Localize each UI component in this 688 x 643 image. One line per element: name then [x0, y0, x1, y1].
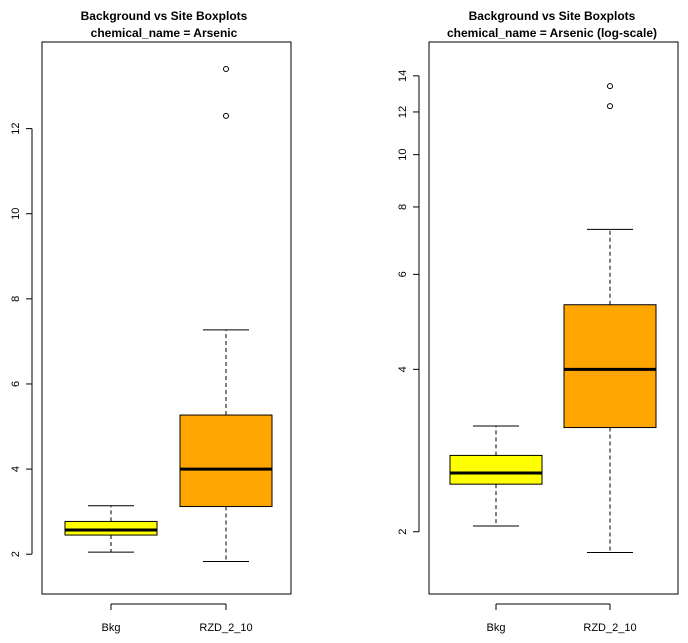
box-iqr [563, 304, 657, 429]
box-iqr [449, 454, 543, 485]
x-category-label: RZD_2_10 [199, 622, 252, 634]
y-tick-label: 10 [10, 208, 22, 220]
y-tick-label: 2 [397, 529, 409, 535]
log-boxplot-panel: Background vs Site Boxplots chemical_nam… [397, 9, 679, 634]
outlier-point [607, 83, 613, 90]
outlier-point [223, 112, 229, 119]
box-bkg [64, 505, 158, 553]
box-rzd-2-10 [179, 66, 273, 562]
x-category-label: RZD_2_10 [583, 622, 636, 634]
box-iqr [64, 520, 158, 536]
y-tick-label: 8 [10, 296, 22, 302]
y-tick-label: 4 [10, 466, 22, 472]
box-iqr [179, 414, 273, 508]
y-tick-label: 6 [397, 271, 409, 277]
y-tick-label: 12 [397, 106, 409, 118]
linear-boxplot-panel: Background vs Site Boxplots chemical_nam… [10, 9, 292, 634]
chart-subtitle: chemical_name = Arsenic [91, 26, 238, 40]
outlier-point [223, 66, 229, 73]
y-tick-label: 2 [10, 551, 22, 557]
chart-title: Background vs Site Boxplots [81, 9, 248, 23]
plot-frame [41, 41, 292, 595]
plot-frame [428, 41, 679, 595]
x-category-label: Bkg [102, 622, 121, 634]
chart-title: Background vs Site Boxplots [469, 9, 636, 23]
y-tick-label: 10 [397, 149, 409, 161]
outlier-point [607, 103, 613, 110]
y-tick-label: 12 [10, 122, 22, 134]
box-rzd-2-10 [563, 83, 657, 554]
y-tick-label: 14 [397, 70, 409, 82]
chart-subtitle: chemical_name = Arsenic (log-scale) [447, 26, 657, 40]
y-tick-label: 6 [10, 381, 22, 387]
x-category-label: Bkg [487, 622, 506, 634]
y-tick-label: 8 [397, 204, 409, 210]
y-tick-label: 4 [397, 366, 409, 372]
box-bkg [449, 425, 543, 527]
